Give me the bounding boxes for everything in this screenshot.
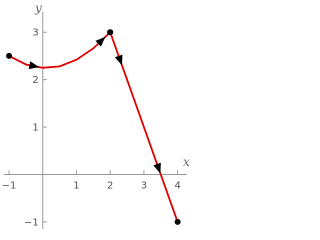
y-axis-label: y [34,1,42,15]
x-axis-label: x [183,155,190,169]
y-tick-label: −1 [24,217,39,228]
chart: x y −1 1 2 3 4 −1 1 2 3 [2,1,190,229]
y-tick-label: 3 [32,28,38,39]
x-tick-label: 3 [141,180,147,191]
curve [8,31,111,69]
y-tick-label: 2 [32,75,38,86]
direction-arrow [114,54,123,66]
y-tick-label: 1 [32,123,38,134]
x-tick-label: 2 [107,180,113,191]
direction-arrow [95,36,106,47]
point [174,218,181,225]
x-tick-label: −1 [2,180,17,191]
direction-arrow [28,61,40,70]
direction-arrow [153,162,161,174]
x-tick-label: 1 [73,180,79,191]
x-tick-label: 4 [174,180,180,191]
point [6,52,13,59]
point [107,29,114,36]
